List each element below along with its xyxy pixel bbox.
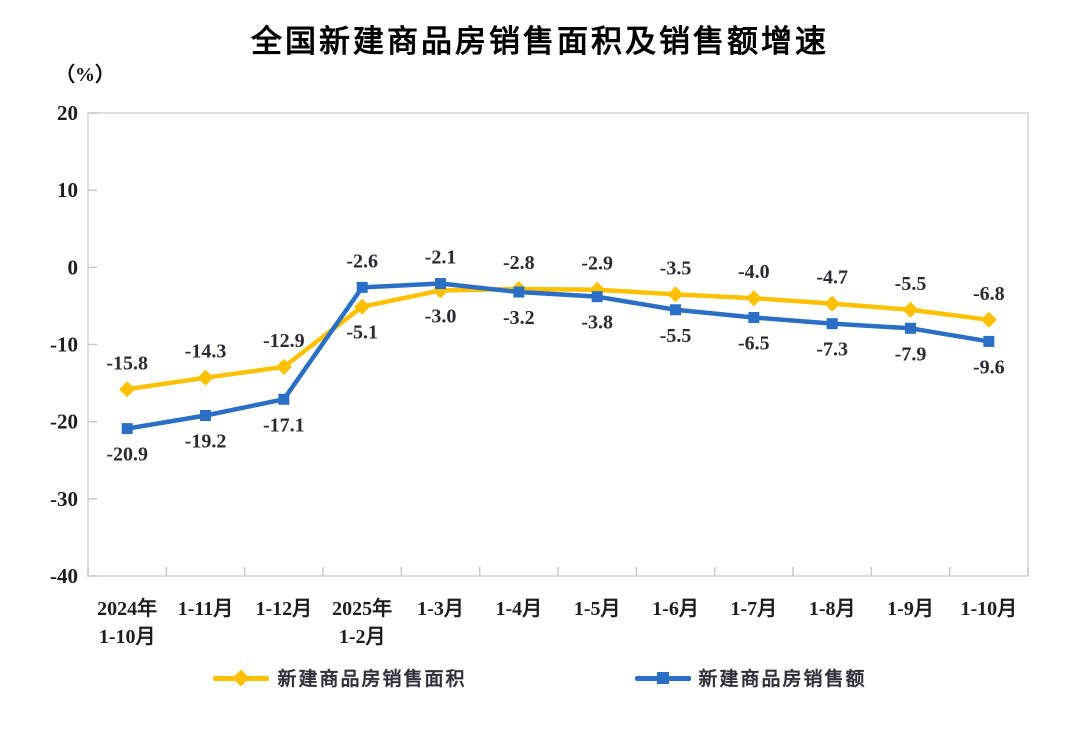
data-point-marker xyxy=(745,290,762,307)
data-point-label: -4.7 xyxy=(816,267,848,289)
data-point-marker xyxy=(275,358,292,375)
data-point-label: -3.0 xyxy=(425,305,457,327)
data-point-label: -2.9 xyxy=(581,253,613,275)
data-point-marker xyxy=(826,318,838,330)
data-point-label: -7.3 xyxy=(816,339,848,361)
data-point-label: -14.3 xyxy=(185,341,227,363)
data-point-marker xyxy=(356,281,368,293)
series-line-sales-area xyxy=(124,286,992,392)
data-point-label: -12.9 xyxy=(263,330,305,352)
data-point-marker xyxy=(670,304,681,316)
data-point-label: -3.8 xyxy=(581,312,613,334)
data-point-label: -19.2 xyxy=(185,430,227,452)
y-axis-tick-label: 20 xyxy=(57,101,78,125)
x-axis-category-label: 1-4月 xyxy=(495,598,542,620)
legend-label-sales-amount: 新建商品房销售额 xyxy=(698,669,867,690)
x-axis-category-label: 2024年 xyxy=(97,596,157,620)
data-point-label: -2.6 xyxy=(346,250,378,272)
data-point-label: -3.2 xyxy=(503,307,535,329)
data-point-marker xyxy=(983,335,995,347)
area-series-marker-icon xyxy=(213,669,270,687)
y-axis-tick-label: 10 xyxy=(57,178,78,202)
data-point-marker xyxy=(513,286,525,298)
legend-entry-sales-area: 新建商品房销售面积 xyxy=(213,664,466,691)
x-axis-category-label: 1-12月 xyxy=(255,598,312,620)
x-axis-category-label: 1-7月 xyxy=(730,598,777,620)
data-point-label: -6.5 xyxy=(738,332,770,354)
data-point-label: -5.5 xyxy=(660,325,692,347)
data-point-label: -6.8 xyxy=(973,283,1005,305)
data-point-label: -2.8 xyxy=(503,252,535,274)
y-axis-tick-label: 0 xyxy=(68,255,79,279)
data-point-label: -5.1 xyxy=(346,322,378,344)
chart-title: 全国新建商品房销售面积及销售额增速 xyxy=(251,24,829,59)
data-point-label: -17.1 xyxy=(263,414,305,436)
data-point-marker xyxy=(121,423,133,435)
x-axis-category-label: 1-9月 xyxy=(887,598,934,620)
data-point-marker xyxy=(667,286,684,303)
plot-border xyxy=(87,112,1029,577)
data-point-label: -2.1 xyxy=(425,247,457,269)
chart-legend: 新建商品房销售面积 新建商品房销售额 xyxy=(0,664,1080,691)
data-point-label: -3.5 xyxy=(660,257,692,279)
data-point-label: -5.5 xyxy=(895,273,927,295)
data-point-marker xyxy=(200,409,211,421)
data-point-label: -15.8 xyxy=(106,352,148,374)
series-line-sales-amount xyxy=(124,281,992,431)
legend-label-sales-area: 新建商品房销售面积 xyxy=(277,669,467,690)
data-point-label: -9.6 xyxy=(973,356,1005,378)
x-axis-category-label: 1-10月 xyxy=(99,626,156,648)
data-point-marker xyxy=(119,381,136,398)
data-point-label: -7.9 xyxy=(895,343,927,365)
data-point-marker xyxy=(354,298,371,315)
data-point-marker xyxy=(278,393,290,405)
data-point-marker xyxy=(980,311,997,328)
data-point-marker xyxy=(824,295,841,312)
y-axis-tick-label: -20 xyxy=(50,410,78,434)
x-axis-category-label: 2025年 xyxy=(332,596,392,620)
x-axis-category-label: 1-2月 xyxy=(339,626,386,648)
x-axis-category-label: 1-5月 xyxy=(574,598,621,620)
data-point-marker xyxy=(591,291,603,303)
y-axis-unit-label: （%） xyxy=(55,64,115,86)
data-point-marker xyxy=(748,311,760,323)
x-axis-category-label: 1-11月 xyxy=(178,598,234,620)
x-axis-category-label: 1-8月 xyxy=(809,598,856,620)
data-point-label: -20.9 xyxy=(106,444,148,466)
x-axis-category-label: 1-3月 xyxy=(417,598,464,620)
data-point-marker xyxy=(197,369,214,386)
x-axis-category-label: 1-10月 xyxy=(960,598,1017,620)
data-point-marker xyxy=(435,278,446,290)
data-point-label: -4.0 xyxy=(738,261,770,283)
y-axis-tick-label: -30 xyxy=(50,487,78,511)
data-point-marker xyxy=(902,301,919,318)
amount-series-marker-icon xyxy=(634,669,691,687)
y-axis-tick-label: -10 xyxy=(50,333,78,357)
y-axis-tick-label: -40 xyxy=(50,564,78,588)
x-axis-category-label: 1-6月 xyxy=(652,598,699,620)
data-point-marker xyxy=(905,322,916,334)
legend-entry-sales-amount: 新建商品房销售额 xyxy=(634,664,867,691)
